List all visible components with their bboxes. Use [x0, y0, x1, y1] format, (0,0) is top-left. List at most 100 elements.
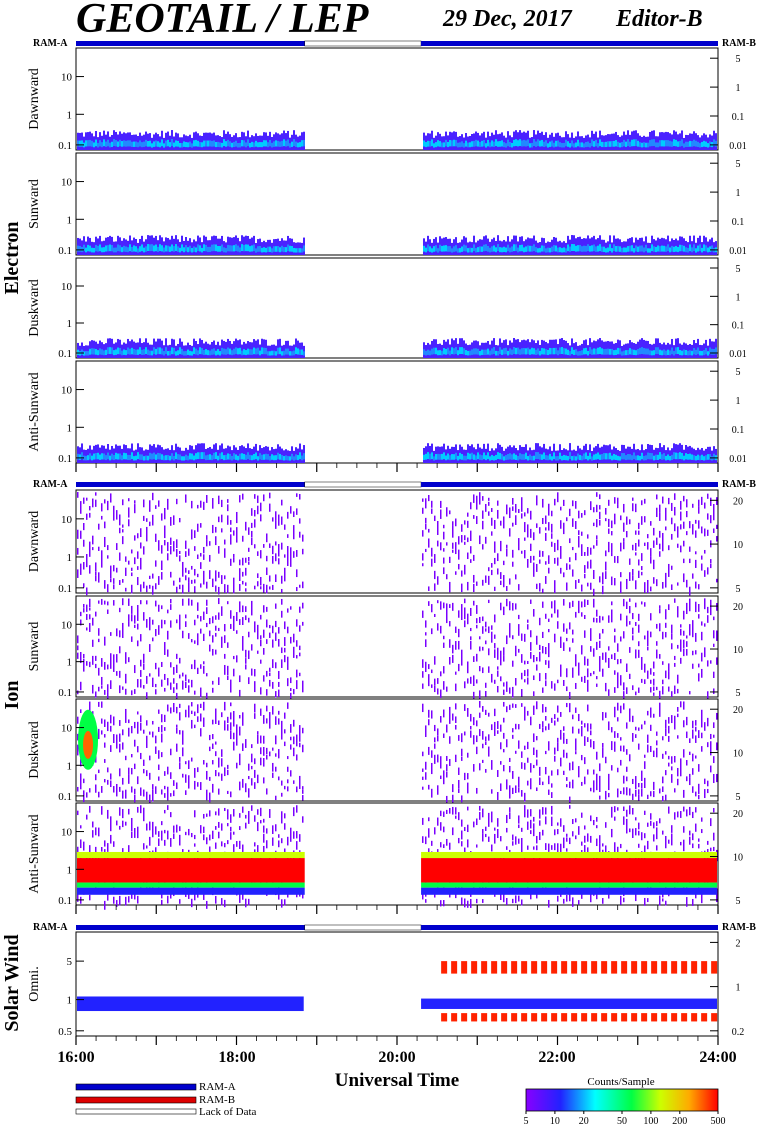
heat-cell	[119, 685, 121, 694]
heat-cell	[209, 541, 211, 546]
y-tick-label-right: 5	[736, 54, 741, 65]
heat-cell	[566, 582, 568, 591]
heat-cell	[245, 739, 247, 746]
heat-cell	[692, 650, 694, 656]
heat-cell	[470, 713, 472, 721]
heat-cell	[290, 692, 292, 699]
heat-cell	[473, 348, 475, 355]
heat-cell	[531, 142, 533, 148]
heat-cell	[677, 706, 679, 712]
heat-cell	[431, 139, 433, 147]
heat-cell	[143, 581, 145, 589]
heat-cell	[579, 350, 581, 356]
heat-cell	[479, 701, 481, 708]
heat-cell	[296, 655, 298, 659]
heat-cell	[254, 782, 256, 789]
heat-cell	[170, 620, 172, 628]
heat-cell	[599, 139, 601, 147]
heat-cell	[239, 675, 241, 683]
heat-cell	[299, 142, 301, 148]
heat-cell	[683, 610, 685, 620]
heat-cell	[284, 570, 286, 577]
heat-cell	[115, 452, 117, 460]
heat-cell	[281, 455, 283, 461]
heat-cell	[176, 498, 178, 505]
heat-cell	[704, 528, 706, 537]
heat-cell	[117, 453, 119, 460]
heat-cell	[197, 523, 199, 529]
heat-cell	[101, 685, 103, 689]
heat-cell	[685, 453, 687, 460]
heat-cell	[686, 719, 688, 726]
heat-cell	[431, 248, 433, 253]
heat-cell	[495, 454, 497, 461]
heat-cell	[431, 501, 433, 508]
heat-cell	[303, 453, 305, 460]
heat-cell	[452, 529, 454, 538]
heat-cell	[677, 609, 679, 618]
heat-cell	[533, 455, 535, 461]
heat-cell	[501, 454, 503, 460]
heat-cell	[173, 347, 175, 355]
heat-cell	[647, 794, 649, 800]
heat-cell	[86, 627, 88, 631]
heat-cell	[663, 245, 665, 252]
heat-cell	[451, 347, 453, 355]
panel-frame	[75, 698, 719, 802]
heat-cell	[224, 575, 226, 580]
heat-cell	[146, 823, 148, 831]
heat-cell	[605, 561, 607, 571]
heat-cell	[561, 248, 563, 253]
heat-cell	[669, 247, 671, 253]
heat-cell	[155, 505, 157, 509]
heat-cell	[629, 454, 631, 460]
heat-cell	[275, 541, 277, 546]
heat-cell	[685, 247, 687, 253]
heat-cell	[613, 350, 615, 356]
heat-cell	[237, 142, 239, 148]
heat-cell	[287, 552, 289, 560]
heat-cell	[170, 598, 172, 604]
heat-cell	[476, 500, 478, 510]
heat-cell	[230, 527, 232, 533]
heat-cell	[671, 347, 673, 355]
heat-cell	[201, 142, 203, 148]
heat-cell	[425, 517, 427, 524]
heat-cell	[431, 750, 433, 758]
heat-cell	[434, 737, 436, 743]
heat-cell	[473, 583, 475, 593]
heat-cell	[530, 642, 532, 651]
heat-cell	[554, 498, 556, 506]
heat-cell	[485, 508, 487, 512]
heat-cell	[572, 638, 574, 643]
heat-cell	[584, 723, 586, 728]
heat-cell	[80, 773, 82, 782]
heat-cell	[422, 530, 424, 537]
heat-cell	[278, 558, 280, 565]
heat-cell	[134, 665, 136, 674]
heat-cell	[623, 522, 625, 527]
heat-cell	[517, 247, 519, 253]
heat-cell	[674, 493, 676, 500]
heat-cell	[272, 681, 274, 689]
heat-cell	[261, 347, 263, 355]
heat-cell	[623, 691, 625, 699]
heat-cell	[167, 786, 169, 795]
heat-cell	[185, 454, 187, 460]
heat-cell	[527, 558, 529, 568]
heat-cell	[611, 765, 613, 771]
heat-cell	[275, 603, 277, 609]
heat-cell	[123, 349, 125, 355]
heat-cell	[671, 565, 673, 570]
heat-cell	[213, 348, 215, 355]
heat-cell	[195, 247, 197, 253]
heat-cell	[464, 772, 466, 777]
heat-cell	[488, 748, 490, 757]
heat-cell	[539, 651, 541, 656]
heat-cell	[243, 140, 245, 147]
heat-cell	[230, 534, 232, 541]
heat-cell	[121, 247, 123, 253]
heat-cell	[488, 511, 490, 516]
y-tick-label: 10	[61, 619, 73, 631]
heat-cell	[614, 578, 616, 586]
